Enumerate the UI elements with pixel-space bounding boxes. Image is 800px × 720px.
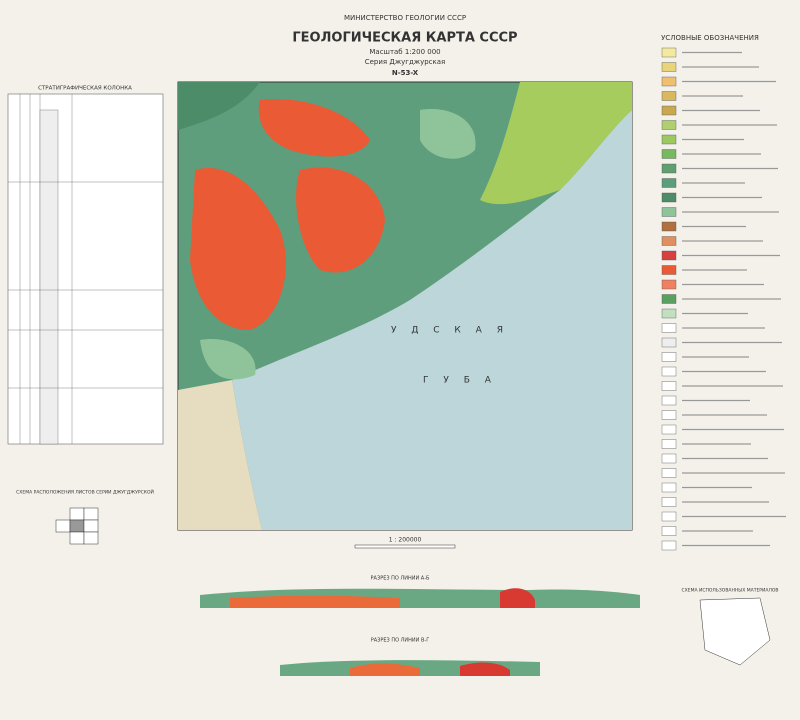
series: Серия Джугджурская (365, 58, 446, 66)
legend-swatch (661, 221, 677, 232)
geologic-map: У Д С К А Я Г У Б А (177, 81, 633, 531)
section-title: РАЗРЕЗ ПО ЛИНИИ А-Б (371, 576, 430, 582)
legend-swatch (661, 337, 677, 348)
legend-title: УСЛОВНЫЕ ОБОЗНАЧЕНИЯ (661, 34, 759, 42)
legend-swatch (661, 62, 677, 72)
legend-swatch (661, 482, 677, 493)
scale-bar (354, 544, 456, 549)
column-title: СТРАТИГРАФИЧЕСКАЯ КОЛОНКА (38, 86, 132, 92)
legend-swatch (661, 352, 677, 362)
title: ГЕОЛОГИЧЕСКАЯ КАРТА СССР (292, 31, 517, 46)
legend-swatch (661, 366, 677, 377)
legend-swatch (661, 163, 677, 174)
legend-swatch (661, 323, 677, 333)
legend-swatch (661, 424, 677, 435)
legend-swatch (661, 308, 677, 319)
legend-swatch (661, 395, 677, 406)
legend-swatch (661, 526, 677, 536)
legend-swatch (661, 511, 677, 522)
legend (661, 47, 786, 551)
legend-swatch (661, 134, 677, 145)
sheet: N-53-X (392, 69, 419, 77)
legend-swatch (661, 192, 677, 203)
legend-swatch (661, 439, 677, 449)
legend-swatch (661, 178, 677, 188)
legend-swatch (661, 468, 677, 478)
scale: Масштаб 1:200 000 (369, 48, 440, 56)
legend-swatch (661, 381, 677, 391)
legend-swatch (661, 540, 677, 551)
sea-label: У Д С К А Я (391, 326, 509, 336)
legend-swatch (661, 91, 677, 101)
legend-swatch (661, 410, 677, 420)
scale-bar-label: 1 : 200000 (389, 537, 422, 544)
index-scheme (55, 507, 99, 545)
legend-swatch (661, 236, 677, 246)
legend-swatch (661, 47, 677, 58)
materials-scheme (699, 597, 771, 666)
legend-swatch (661, 294, 677, 304)
cross-section (200, 588, 640, 608)
ministry: МИНИСТЕРСТВО ГЕОЛОГИИ СССР (344, 14, 466, 22)
legend-swatch (661, 250, 677, 261)
legend-swatch (661, 105, 677, 116)
sea-label: Г У Б А (423, 376, 497, 386)
legend-swatch (661, 497, 677, 507)
legend-swatch (661, 76, 677, 87)
legend-swatch (661, 265, 677, 275)
materials-title: СХЕМА ИСПОЛЬЗОВАННЫХ МАТЕРИАЛОВ (682, 588, 779, 594)
legend-swatch (661, 453, 677, 464)
legend-swatch (661, 207, 677, 217)
cross-section (280, 660, 540, 676)
section-title: РАЗРЕЗ ПО ЛИНИИ В-Г (371, 638, 430, 644)
index-title: СХЕМА РАСПОЛОЖЕНИЯ ЛИСТОВ СЕРИИ ДЖУГДЖУР… (16, 489, 154, 496)
legend-swatch (661, 279, 677, 290)
strat-column (7, 93, 164, 445)
legend-swatch (661, 149, 677, 159)
legend-swatch (661, 120, 677, 130)
